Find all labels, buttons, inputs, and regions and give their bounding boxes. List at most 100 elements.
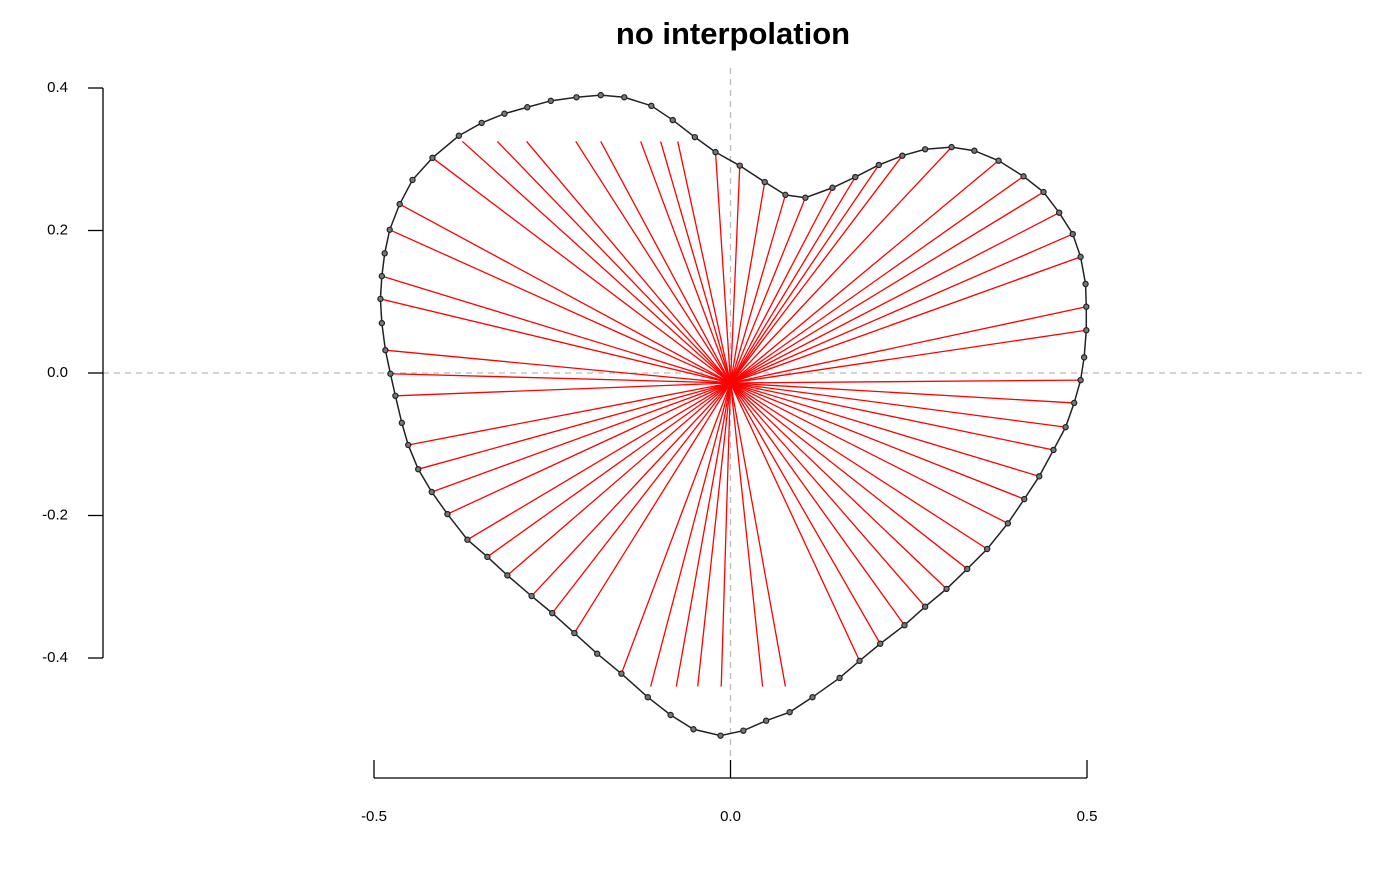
outline-point [1062,423,1069,431]
outline-point [740,727,747,734]
ray [730,175,1024,384]
outline-point [382,347,389,354]
outline-point [377,295,384,303]
ray [506,382,731,576]
outline-point [1082,280,1089,288]
outline-point [429,154,436,162]
outline-point [669,116,676,124]
ray [714,152,732,384]
outline-point [386,226,393,233]
outline-point [983,545,991,553]
ray [640,141,732,384]
ray [461,140,731,384]
outline-point [875,161,883,169]
outline-point [547,97,555,105]
ray [431,382,731,493]
outline-point [762,717,770,724]
ray [408,382,731,446]
outline-point [597,91,604,99]
ray [620,382,732,674]
outline-point [852,173,859,181]
outline-point [877,640,884,647]
outline-point [1040,188,1047,196]
outline-point [392,392,399,399]
outline-point [396,200,403,208]
outline-point [455,132,463,139]
ray [729,382,764,687]
ray [730,382,988,550]
outline-point [1080,354,1088,361]
ray [730,212,1060,384]
outline-point [921,146,929,153]
ray [677,141,732,384]
ray [729,382,861,662]
outline-point [415,465,422,473]
outline-point [829,184,836,191]
ray [730,382,1075,404]
outline-point [571,629,578,637]
ray [730,160,1000,384]
outline-point [995,157,1002,164]
ray [650,382,732,687]
ray [730,382,926,608]
ray [381,275,731,384]
ray [729,194,787,384]
ray [526,141,731,384]
outline-point [856,657,863,665]
ray [486,382,731,558]
chart-title: no interpolation [616,16,850,51]
y-tick-label: -0.2 [42,506,68,523]
outline-point [1069,230,1076,238]
outline-point [387,370,394,377]
ray [730,382,1054,451]
outline-point [1036,473,1043,480]
ray [399,203,731,384]
outline-point [484,553,491,561]
ray [418,382,731,470]
outline-point [690,726,697,733]
outline-point [691,133,699,141]
ray [467,382,731,541]
outline-point [478,119,485,127]
ray [385,349,731,384]
outline-point [444,510,451,518]
ray [729,382,905,626]
y-tick-label: -0.4 [42,649,68,666]
outline-point [378,272,386,280]
ray [729,165,741,384]
outline-point [1004,520,1012,527]
outline-point [1055,209,1063,216]
ray [432,157,731,384]
ray [729,164,880,384]
ray [720,382,732,687]
ray [600,141,732,384]
outline-point [528,592,535,600]
ray [380,298,731,384]
outline-point [381,250,388,257]
outline-point [943,585,950,593]
x-tick-label: 0.5 [1077,808,1098,825]
y-tick-label: 0.0 [47,364,68,381]
ray [573,382,732,634]
outline-point [802,194,809,201]
ray [496,140,731,384]
outline-point [782,191,789,199]
outline-point [549,609,556,617]
ray [551,382,732,614]
outline-point [786,708,793,716]
ray [730,146,953,384]
outline-point [836,674,843,682]
outline-point [405,441,412,449]
outline-point [593,650,601,657]
x-tick-label: 0.0 [720,808,741,825]
ray [730,379,1081,384]
ray [730,382,1009,524]
ray [730,329,1087,384]
outline-point [573,94,580,101]
ray [531,382,731,597]
outline-point [899,152,906,159]
ray [730,233,1073,384]
ray [730,382,1066,428]
ray [729,382,881,645]
